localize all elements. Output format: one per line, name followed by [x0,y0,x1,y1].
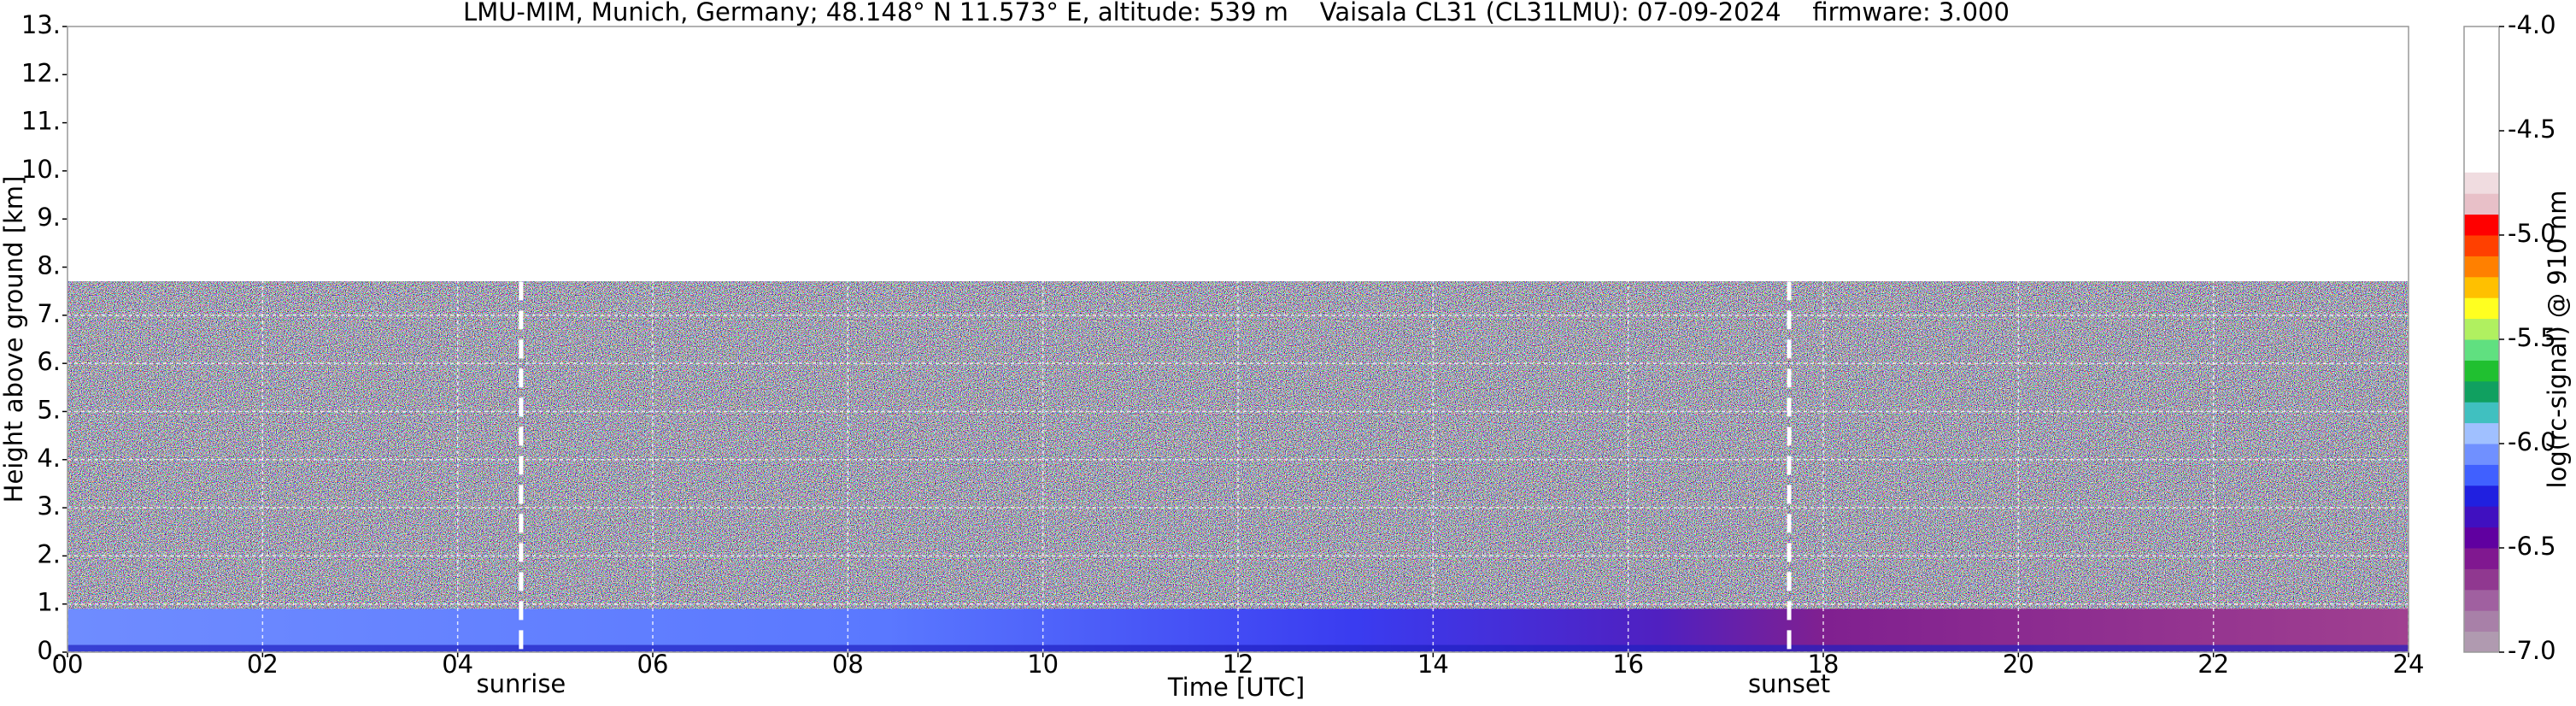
sun-label: sunrise [476,669,566,698]
colorbar-band [2464,485,2499,507]
colorbar-band [2464,527,2499,549]
y-axis-label: Height above ground [km] [0,176,28,503]
colorbar-tick-label: -7.0 [2508,636,2556,665]
y-tick-label: 11. [21,107,61,136]
colorbar-band [2464,464,2499,486]
colorbar-band [2464,172,2499,194]
colorbar-band [2464,631,2499,653]
plot-frame [67,26,2409,653]
y-tick-label: 6. [37,347,61,376]
y-tick-label: 12. [21,58,61,87]
colorbar-band [2464,589,2499,611]
colorbar-band [2464,548,2499,569]
chart-title: LMU-MIM, Munich, Germany; 48.148° N 11.5… [463,0,2010,26]
y-tick-label: 9. [37,203,61,232]
colorbar-tick-label: -6.5 [2508,532,2556,561]
colorbar-tick-label: -5.5 [2508,323,2556,352]
x-axis-label: Time [UTC] [1167,673,1305,702]
y-tick-label: 10. [21,155,61,184]
y-tick-label: 3. [37,491,61,521]
colorbar-band [2464,422,2499,444]
y-tick-label: 13. [21,10,61,39]
colorbar-band [2464,214,2499,236]
y-tick-label: 8. [37,251,61,280]
colorbar-band [2464,193,2499,215]
colorbar-band [2464,402,2499,424]
colorbar-band [2464,235,2499,256]
colorbar-band [2464,339,2499,361]
y-tick-label: 1. [37,588,61,617]
colorbar-tick-label: -6.0 [2508,427,2556,456]
colorbar-band [2464,318,2499,340]
sun-label: sunset [1748,669,1830,698]
colorbar-band [2464,568,2499,591]
colorbar-tick-label: -4.0 [2508,10,2556,39]
colorbar-band [2464,360,2499,382]
colorbar-band [2464,444,2499,465]
y-tick-label: 5. [37,395,61,424]
colorbar-tick-label: -4.5 [2508,115,2556,144]
y-tick-label: 4. [37,444,61,473]
y-tick-label: 2. [37,539,61,568]
colorbar-band [2464,276,2499,298]
y-tick-label: 7. [37,299,61,328]
colorbar-band [2464,506,2499,528]
colorbar-band [2464,380,2499,403]
colorbar-band [2464,297,2499,320]
surface-layer [67,644,2409,652]
colorbar-band [2464,610,2499,632]
colorbar-tick-label: -5.0 [2508,219,2556,248]
y-tick-label: 0. [37,636,61,665]
colorbar-label: log(rc-signal) @ 910 nm [2543,191,2572,489]
colorbar-band [2464,256,2499,278]
